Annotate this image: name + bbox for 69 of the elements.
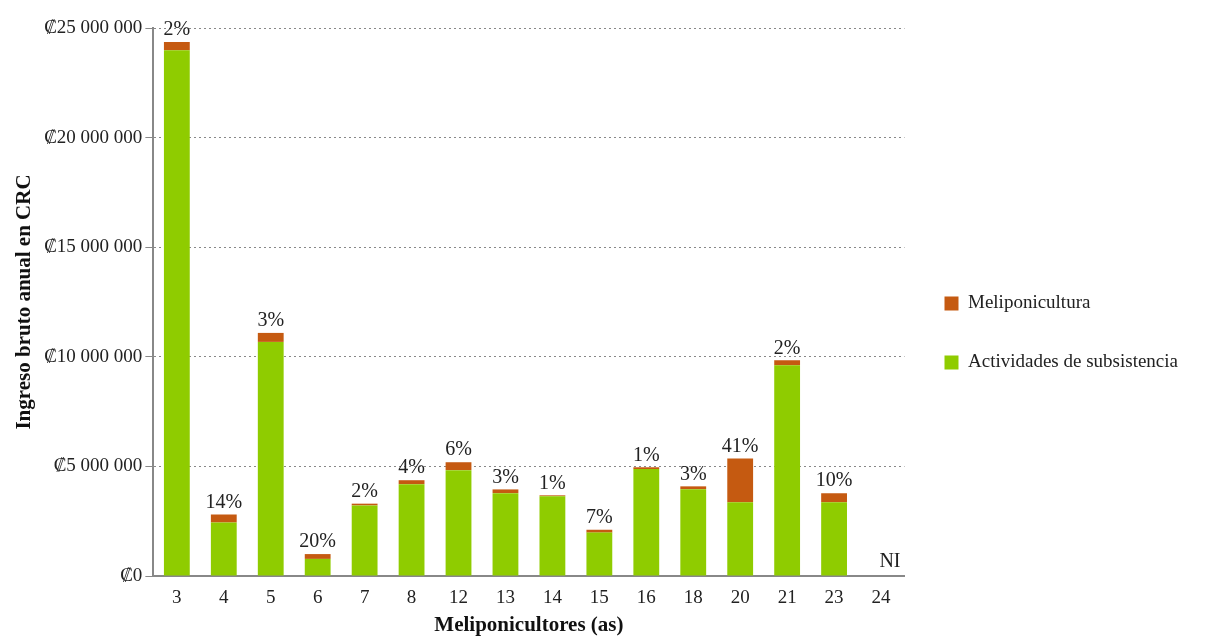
annotation: 41% — [721, 433, 759, 456]
bar — [727, 458, 754, 503]
x-tick-label: 21 — [777, 586, 797, 608]
x-tick-label: 3 — [172, 586, 182, 608]
annotation: NI — [879, 549, 901, 572]
legend-label: Meliponicultura — [968, 291, 1091, 313]
bar — [210, 522, 237, 576]
x-tick-label: 14 — [542, 586, 563, 608]
bar — [727, 502, 754, 576]
x-tick-label: 24 — [871, 586, 892, 608]
annotation: 3% — [492, 464, 519, 487]
x-tick-label: 13 — [495, 586, 515, 608]
x-tick-label: 18 — [683, 586, 703, 608]
annotation: 2% — [351, 478, 378, 501]
bar — [304, 558, 331, 576]
x-tick-label: 4 — [219, 586, 230, 608]
x-tick-label: 5 — [265, 586, 276, 608]
bar — [398, 480, 425, 485]
y-tick-label: ₡5 000 000 — [53, 454, 143, 476]
y-tick-label: ₡10 000 000 — [44, 344, 143, 366]
bar — [821, 502, 847, 576]
bar — [351, 505, 378, 576]
x-axis-title: Meliponicultores (as) — [434, 611, 624, 636]
y-axis-title: Ingreso bruto anual en CRC — [11, 174, 36, 430]
bar — [163, 42, 190, 51]
bar — [398, 484, 425, 576]
bar — [680, 489, 707, 576]
bar — [586, 529, 613, 533]
bar — [492, 493, 519, 576]
bar — [257, 341, 284, 576]
bar — [774, 365, 801, 576]
bar — [821, 493, 847, 503]
bar — [445, 470, 472, 576]
annotation: 4% — [398, 455, 425, 478]
bar — [680, 486, 707, 490]
bar — [163, 50, 190, 576]
annotation: 14% — [205, 489, 243, 512]
x-tick-label: 16 — [636, 586, 656, 608]
x-tick-label: 7 — [359, 586, 370, 608]
x-tick-label: 23 — [824, 586, 844, 608]
bar — [586, 532, 613, 576]
x-tick-label: 20 — [730, 586, 750, 608]
bar — [257, 332, 284, 342]
x-tick-label: 8 — [406, 586, 417, 608]
annotation: 6% — [445, 437, 472, 460]
x-tick-label: 15 — [589, 586, 609, 608]
bar — [633, 469, 660, 576]
annotation: 1% — [539, 470, 566, 493]
y-tick-label: ₡15 000 000 — [44, 235, 143, 257]
bar — [492, 489, 519, 494]
legend-label: Actividades de subsistencia — [968, 350, 1179, 372]
annotation: 2% — [773, 335, 801, 358]
y-tick-label: ₡20 000 000 — [44, 125, 143, 147]
annotation: 3% — [679, 461, 707, 484]
x-tick-label: 6 — [312, 586, 323, 608]
bar — [445, 462, 472, 471]
annotation: 1% — [632, 442, 660, 465]
annotation: 20% — [299, 529, 337, 552]
bar — [210, 514, 237, 523]
x-tick-label: 12 — [449, 586, 469, 608]
annotation: 2% — [163, 17, 191, 40]
annotation: 7% — [586, 505, 613, 527]
annotation: 3% — [257, 308, 285, 331]
bar — [774, 360, 801, 366]
y-tick-label: ₡25 000 000 — [44, 15, 143, 37]
y-tick-label: ₡0 — [120, 563, 143, 585]
bar — [304, 554, 331, 559]
bar — [539, 496, 566, 576]
annotation: 10% — [815, 468, 853, 491]
